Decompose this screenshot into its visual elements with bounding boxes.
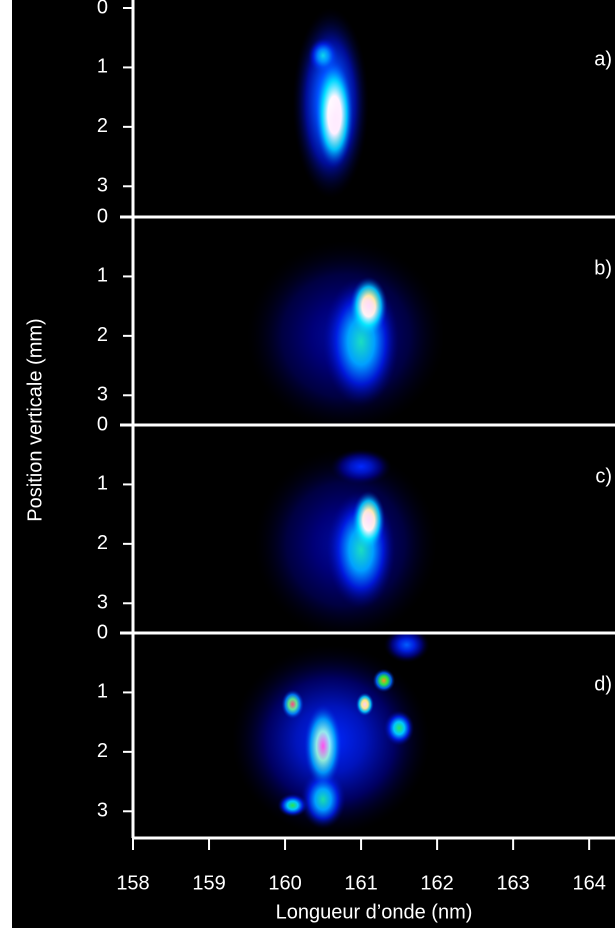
y-tick-label: 2 (97, 740, 108, 762)
panel-label: d) (594, 673, 612, 695)
panel (247, 240, 445, 425)
x-tick-label: 160 (268, 872, 301, 894)
heat-spot (349, 276, 388, 336)
y-tick-label: 3 (97, 592, 108, 614)
y-tick-label: 0 (97, 0, 108, 18)
y-tick-label: 3 (97, 175, 108, 197)
y-tick-label: 3 (97, 800, 108, 822)
y-tick-label: 0 (97, 205, 108, 227)
heat-spot (304, 704, 343, 788)
y-tick-label: 2 (97, 324, 108, 346)
panel (254, 448, 438, 633)
panel (231, 633, 430, 836)
heat-spot (355, 692, 375, 717)
y-tick-label: 0 (97, 621, 108, 643)
x-tick-label: 163 (496, 872, 529, 894)
y-tick-label: 2 (97, 115, 108, 137)
x-axis-label: Longueur d’onde (nm) (276, 901, 473, 923)
heat-spot (315, 61, 354, 169)
panel-label: c) (595, 465, 612, 487)
y-tick-label: 1 (97, 265, 108, 287)
x-tick-label: 164 (572, 872, 605, 894)
x-tick-label: 161 (344, 872, 377, 894)
heat-spot (383, 633, 430, 663)
heat-spot (281, 689, 305, 720)
x-tick-label: 159 (192, 872, 225, 894)
heat-spot (300, 769, 346, 830)
y-tick-label: 3 (97, 384, 108, 406)
y-tick-label: 1 (97, 473, 108, 495)
y-tick-label: 2 (97, 532, 108, 554)
x-tick-label: 162 (420, 872, 453, 894)
panel-label: b) (594, 257, 612, 279)
y-tick-label: 0 (97, 413, 108, 435)
heat-spot (351, 490, 386, 550)
y-tick-label: 1 (97, 681, 108, 703)
panel (292, 8, 369, 199)
y-tick-label: 1 (97, 56, 108, 78)
heat-spot (330, 448, 392, 485)
panel-label: a) (594, 48, 612, 70)
x-tick-label: 158 (116, 872, 149, 894)
heat-spot (372, 668, 396, 693)
heat-spot (383, 710, 415, 746)
y-axis-label: Position verticale (mm) (24, 318, 46, 521)
heat-spot (277, 793, 308, 818)
